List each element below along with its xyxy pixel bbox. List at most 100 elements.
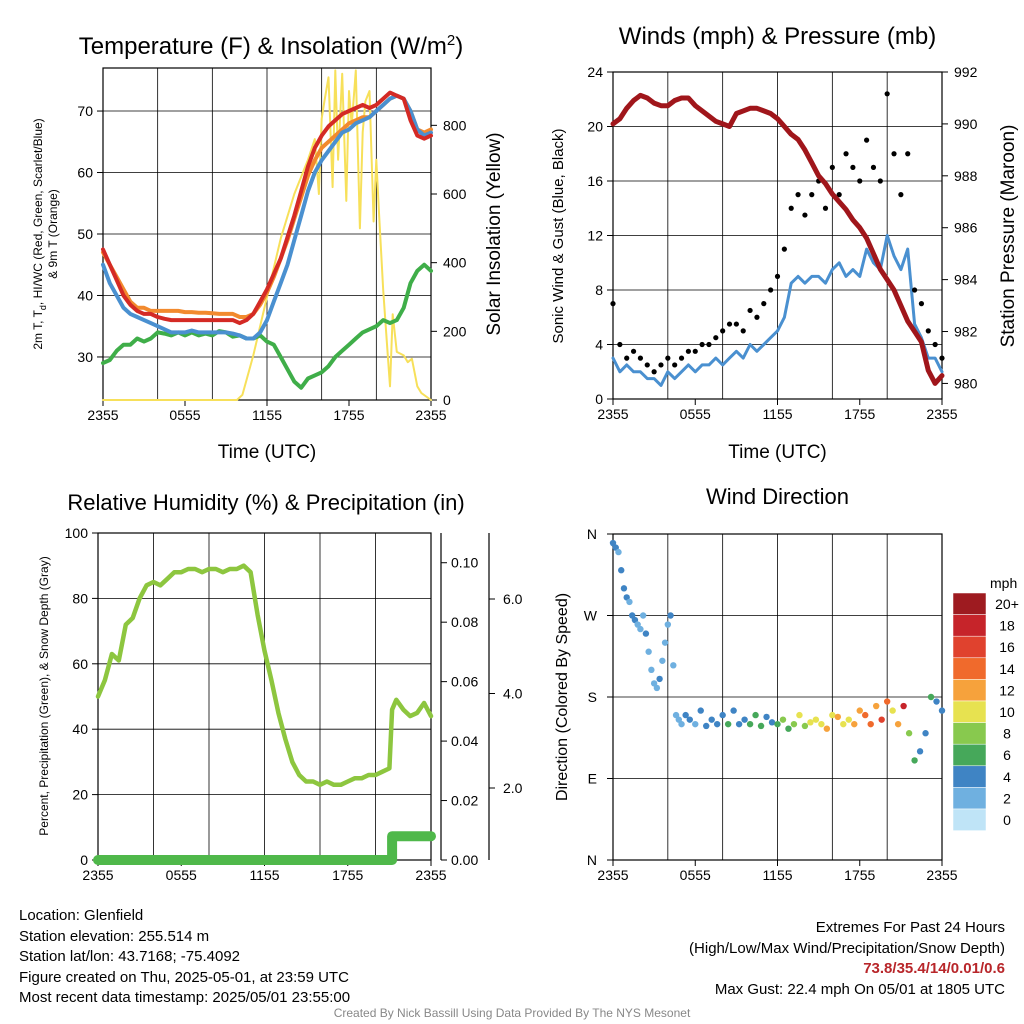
x-tick-label: 1755 bbox=[844, 406, 875, 422]
gust-point bbox=[864, 137, 870, 143]
winds-pressure-panel: 2355 0555 1155 1755 235504812162024980982984… bbox=[550, 23, 1019, 463]
y-tick-label: E bbox=[588, 771, 597, 787]
gust-point bbox=[692, 348, 698, 354]
y-tick-label: 16 bbox=[587, 173, 603, 189]
y-tick-label: W bbox=[584, 608, 598, 624]
credit-line: Created By Nick Bassill Using Data Provi… bbox=[333, 1006, 691, 1020]
y-right-tick-label: 988 bbox=[954, 168, 978, 184]
x-tick-label: 1755 bbox=[332, 867, 363, 883]
y-tick-label: 8 bbox=[595, 282, 603, 298]
y-right-tick-label: 800 bbox=[443, 117, 467, 133]
gust-point bbox=[781, 246, 787, 252]
chart-title: Temperature (F) & Insolation (W/m2) bbox=[79, 32, 463, 60]
direction-point bbox=[905, 730, 913, 737]
gust-point bbox=[843, 151, 849, 157]
gust-point bbox=[699, 341, 705, 348]
extremes-subheading: (High/Low/Max Wind/Precipitation/Snow De… bbox=[689, 939, 1005, 957]
legend-swatch bbox=[952, 722, 987, 745]
x-axis-label: Time (UTC) bbox=[728, 442, 827, 463]
direction-point bbox=[883, 698, 891, 705]
direction-point bbox=[648, 666, 655, 674]
direction-point bbox=[752, 711, 759, 719]
gust-point bbox=[720, 328, 726, 334]
gust-point bbox=[726, 321, 733, 327]
legend-label: 16 bbox=[999, 639, 1015, 655]
x-tick-label: 2355 bbox=[926, 406, 957, 422]
gust-point bbox=[754, 314, 760, 320]
direction-point bbox=[851, 720, 858, 728]
gust-point bbox=[651, 369, 657, 375]
direction-point bbox=[626, 598, 633, 606]
gust-point bbox=[672, 362, 678, 368]
y-tick-label: 40 bbox=[72, 721, 88, 737]
legend-title: mph bbox=[990, 575, 1017, 591]
direction-point bbox=[873, 702, 880, 710]
legend-label: 2 bbox=[1003, 790, 1011, 806]
y-tick-label: 12 bbox=[587, 228, 603, 244]
direction-point bbox=[763, 713, 770, 721]
direction-point bbox=[823, 725, 831, 732]
direction-point bbox=[645, 648, 652, 655]
gust-point bbox=[898, 192, 904, 198]
legend-swatch bbox=[952, 743, 987, 767]
legend-label: 18 bbox=[999, 618, 1015, 634]
direction-point bbox=[620, 585, 628, 592]
x-tick-label: 2355 bbox=[926, 867, 957, 883]
direction-point bbox=[829, 711, 836, 719]
direction-point bbox=[900, 702, 907, 710]
y-tick-label: 50 bbox=[77, 226, 93, 242]
gust-point bbox=[877, 178, 883, 184]
series-rh-line bbox=[95, 563, 434, 788]
x-tick-label: 0555 bbox=[166, 867, 197, 883]
direction-point bbox=[927, 693, 935, 701]
legend-swatch bbox=[952, 592, 987, 615]
legend-swatch bbox=[952, 635, 987, 659]
direction-point bbox=[708, 716, 715, 723]
legend-label: 4 bbox=[1003, 769, 1011, 785]
x-tick-label: 1155 bbox=[762, 867, 792, 883]
legend-label: 14 bbox=[999, 661, 1015, 677]
y-tick-label: S bbox=[588, 689, 597, 705]
y-right-tick-label: 0 bbox=[443, 392, 451, 408]
y-right-tick-label: 982 bbox=[954, 324, 978, 340]
y-right-tick-label: 990 bbox=[954, 116, 978, 132]
series-dewpoint-line bbox=[101, 262, 433, 390]
gust-point bbox=[857, 178, 863, 184]
precip-tick-label: 0.10 bbox=[451, 555, 478, 571]
y-right-axis-label: Station Pressure (Maroon) bbox=[998, 125, 1019, 348]
direction-point bbox=[916, 748, 924, 755]
precip-tick-label: 0.02 bbox=[451, 793, 478, 809]
snow-tick-label: 4.0 bbox=[503, 686, 523, 702]
legend-swatch bbox=[952, 787, 987, 810]
y-tick-label: 60 bbox=[72, 656, 88, 672]
y-tick-label: 60 bbox=[77, 165, 93, 181]
direction-point bbox=[724, 720, 732, 728]
recent-timestamp: Most recent data timestamp: 2025/05/01 2… bbox=[19, 989, 351, 1006]
y-right-tick-label: 200 bbox=[443, 323, 467, 339]
direction-point bbox=[812, 716, 820, 723]
direction-point bbox=[834, 713, 842, 721]
x-tick-label: 0555 bbox=[680, 406, 711, 422]
gust-point bbox=[822, 205, 829, 211]
precip-tick-label: 0.06 bbox=[451, 674, 478, 690]
gust-point bbox=[891, 151, 897, 157]
y-right-tick-label: 400 bbox=[443, 255, 467, 271]
direction-point bbox=[840, 720, 847, 728]
y-axis-label-rest: , HI/WC (Red, Green, Scarlet/Blue) bbox=[31, 118, 45, 305]
y-tick-label: 80 bbox=[72, 590, 88, 606]
x-tick-label: 1155 bbox=[252, 407, 282, 423]
direction-point bbox=[661, 639, 669, 646]
humidity-precip-panel: 2355 0555 1155 1755 23550204060801000.000.02… bbox=[37, 490, 523, 883]
precip-tick-label: 0.08 bbox=[451, 614, 478, 630]
legend-label: 10 bbox=[999, 704, 1015, 720]
x-tick-label: 2355 bbox=[597, 406, 628, 422]
chart-title: Relative Humidity (%) & Precipitation (i… bbox=[67, 490, 464, 515]
direction-point bbox=[656, 675, 663, 683]
y-tick-label: N bbox=[587, 526, 597, 542]
y-axis-label: Direction (Colored By Speed) bbox=[554, 593, 571, 801]
series-solar-line bbox=[102, 69, 432, 401]
direction-point bbox=[867, 720, 874, 728]
legend-label: 6 bbox=[1003, 747, 1011, 763]
direction-point bbox=[801, 722, 809, 730]
